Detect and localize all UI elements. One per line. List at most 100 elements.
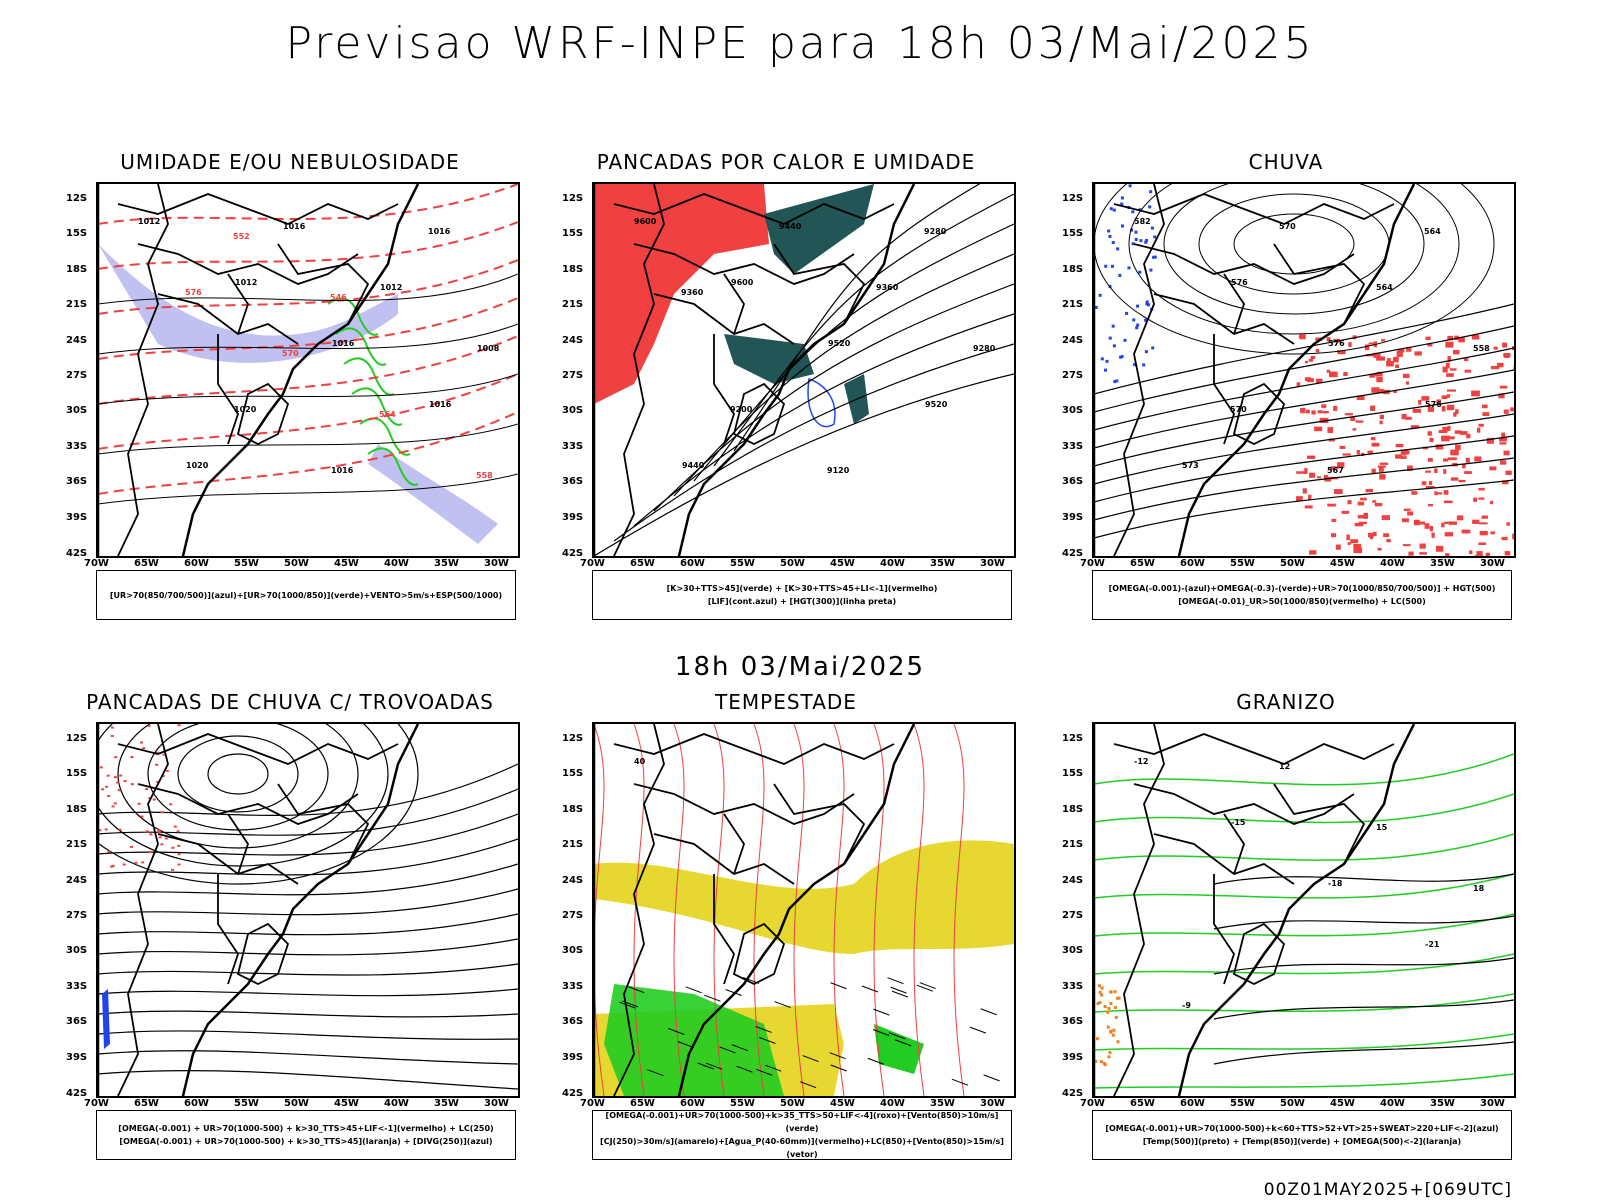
rain-cell <box>1445 362 1450 369</box>
wind-vector <box>891 990 909 998</box>
rain-cell <box>1407 508 1411 511</box>
rain-cell <box>1476 427 1481 433</box>
rain-cell <box>1304 377 1311 381</box>
rain-cell <box>1410 425 1420 429</box>
humidity-contour <box>367 447 419 486</box>
political-border <box>1223 813 1245 875</box>
streamline <box>117 724 359 849</box>
rain-cell <box>1315 349 1320 353</box>
rain-cell <box>1481 515 1488 519</box>
latitude-tick-label: 42S <box>66 1088 88 1099</box>
contour-value-label: 564 <box>1376 283 1393 292</box>
wind-vector <box>685 986 702 994</box>
longitude-tick-label: 45W <box>830 558 855 569</box>
height-contour <box>1094 479 1514 539</box>
latitude-tick-label: 30S <box>562 405 584 417</box>
rain-cell <box>1381 515 1390 520</box>
rain-cell <box>1504 353 1510 358</box>
rain-cell <box>1447 436 1455 440</box>
rain-cell <box>1333 405 1338 411</box>
rain-cell <box>1356 395 1365 401</box>
wind-vector <box>774 1001 791 1009</box>
rain-cell <box>1408 551 1414 556</box>
contour-value-label: 552 <box>233 232 250 241</box>
storm-cell <box>161 775 165 778</box>
rain-cell <box>1406 346 1412 352</box>
latitude-tick-label: 39S <box>66 511 88 523</box>
thickness-contour <box>98 259 518 315</box>
rain-cell <box>1434 491 1438 496</box>
height-contour <box>1163 184 1425 315</box>
rain-cell <box>1454 430 1462 434</box>
legend-line: [OMEGA(-0.001)-(azul)+OMEGA(-0.3)-(verde… <box>1108 584 1496 593</box>
omega-area <box>1100 993 1104 997</box>
storm-cell <box>130 783 134 786</box>
contour-value-label: 9360 <box>681 288 704 297</box>
rain-cell <box>1321 404 1327 408</box>
storm-cell <box>111 805 115 808</box>
rain-cell <box>1442 458 1449 462</box>
rain-cell <box>1486 437 1494 444</box>
longitude-tick-label: 55W <box>730 1098 755 1109</box>
rain-cell <box>1395 364 1399 369</box>
rain-cell <box>1425 470 1432 473</box>
latitude-tick-label: 12S <box>66 733 88 744</box>
rain-cell <box>1504 551 1511 556</box>
rain-cell <box>1381 339 1385 342</box>
wind-vector <box>725 989 742 996</box>
omega-area <box>1107 1055 1111 1059</box>
rain-cell <box>1330 533 1337 538</box>
rain-cell <box>1110 264 1114 268</box>
rain-cell <box>1306 455 1316 459</box>
streamline <box>98 863 518 896</box>
rain-cell <box>1317 410 1323 414</box>
wind-vector <box>873 1008 890 1016</box>
streamline <box>833 724 845 1096</box>
contour-value-label: 12 <box>1279 762 1290 771</box>
rain-cell <box>1120 224 1124 228</box>
coastline <box>594 724 916 1096</box>
rain-cell <box>1131 210 1135 214</box>
longitude-tick-label: 60W <box>184 1098 209 1109</box>
rain-cell <box>1466 433 1471 439</box>
rain-cell <box>1108 336 1112 340</box>
political-border <box>1113 184 1165 556</box>
political-border <box>117 733 399 765</box>
wind-vector <box>830 982 847 990</box>
streamline <box>98 813 518 856</box>
political-border <box>236 382 290 446</box>
storm-cell <box>129 845 133 848</box>
storm-cell <box>157 831 161 834</box>
rain-cell <box>1447 425 1451 431</box>
latitude-tick-label: 21S <box>1062 299 1084 311</box>
longitude-tick-label: 60W <box>1180 558 1205 569</box>
wind-vector <box>765 1064 782 1072</box>
rain-cell <box>1371 468 1376 474</box>
streamline <box>98 988 518 997</box>
rain-cell <box>1448 521 1458 525</box>
rain-cell <box>1464 358 1469 362</box>
streamline <box>98 1069 518 1090</box>
contour-value-label: 1008 <box>477 344 500 353</box>
rain-cell <box>1369 536 1374 540</box>
omega-area <box>1098 984 1102 988</box>
contour-value-label: -9 <box>1182 1001 1191 1010</box>
rain-cell <box>1447 335 1454 341</box>
rain-cell <box>1446 373 1454 377</box>
height-contour <box>1094 413 1514 485</box>
rain-cell <box>1489 500 1494 505</box>
rain-cell <box>1436 399 1441 406</box>
rain-cell <box>1153 235 1157 239</box>
omega-area <box>1117 996 1121 1000</box>
height-contour <box>1094 303 1514 395</box>
wind-vector <box>647 1069 664 1077</box>
panel-legend: [UR>70(850/700/500)](azul)+[UR>70(1000/8… <box>96 570 516 620</box>
coastline <box>594 184 916 556</box>
political-border <box>653 293 795 345</box>
rain-cell <box>1337 462 1345 468</box>
rain-cell <box>1479 530 1488 536</box>
panel-legend: [OMEGA(-0.001) + UR>70(1000-500) + k>30_… <box>96 1110 516 1160</box>
rain-cell <box>1098 293 1102 297</box>
rain-cell <box>1372 531 1377 536</box>
humidity-contour <box>351 387 403 426</box>
